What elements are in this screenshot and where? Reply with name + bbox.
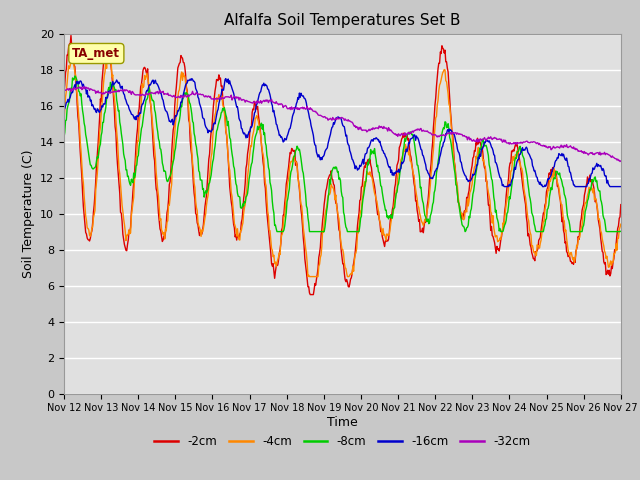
-8cm — [273, 228, 281, 234]
Line: -4cm: -4cm — [64, 54, 621, 276]
Line: -32cm: -32cm — [64, 86, 621, 161]
-16cm — [184, 77, 192, 83]
-16cm — [60, 106, 68, 112]
Text: TA_met: TA_met — [72, 47, 120, 60]
-8cm — [71, 73, 79, 79]
-8cm — [128, 178, 136, 183]
-2cm — [214, 78, 222, 84]
X-axis label: Time: Time — [327, 416, 358, 429]
-32cm — [617, 158, 625, 164]
Line: -16cm: -16cm — [64, 79, 621, 187]
-8cm — [214, 122, 222, 128]
-16cm — [500, 184, 508, 190]
-32cm — [70, 85, 78, 91]
-16cm — [411, 132, 419, 138]
-8cm — [617, 228, 625, 234]
-2cm — [307, 292, 314, 298]
-2cm — [185, 117, 193, 123]
-16cm — [70, 84, 78, 90]
-4cm — [60, 120, 68, 125]
-32cm — [411, 128, 419, 133]
-32cm — [214, 96, 222, 102]
-16cm — [214, 107, 222, 112]
-8cm — [70, 77, 78, 83]
Y-axis label: Soil Temperature (C): Soil Temperature (C) — [22, 149, 35, 278]
-4cm — [128, 206, 136, 212]
-4cm — [104, 51, 111, 57]
-16cm — [127, 111, 135, 117]
Line: -8cm: -8cm — [64, 76, 621, 231]
-32cm — [616, 158, 624, 164]
-32cm — [79, 84, 87, 89]
-16cm — [188, 76, 196, 82]
-2cm — [128, 202, 136, 207]
-4cm — [412, 186, 419, 192]
-4cm — [185, 105, 193, 111]
-16cm — [428, 176, 435, 181]
-8cm — [412, 150, 419, 156]
-2cm — [67, 33, 75, 38]
-4cm — [428, 166, 436, 171]
-4cm — [214, 95, 222, 101]
-8cm — [60, 134, 68, 140]
-32cm — [60, 86, 68, 92]
-2cm — [412, 198, 419, 204]
Title: Alfalfa Soil Temperatures Set B: Alfalfa Soil Temperatures Set B — [224, 13, 461, 28]
-8cm — [428, 207, 436, 213]
-4cm — [304, 274, 312, 279]
Legend: -2cm, -4cm, -8cm, -16cm, -32cm: -2cm, -4cm, -8cm, -16cm, -32cm — [150, 430, 535, 453]
-2cm — [71, 64, 79, 70]
-32cm — [185, 94, 193, 99]
-32cm — [428, 131, 435, 136]
-8cm — [185, 96, 193, 101]
-32cm — [128, 88, 136, 94]
-2cm — [428, 148, 436, 154]
Line: -2cm: -2cm — [64, 36, 621, 295]
-16cm — [617, 184, 625, 190]
-2cm — [617, 202, 625, 207]
-4cm — [70, 64, 78, 70]
-4cm — [617, 221, 625, 227]
-2cm — [60, 90, 68, 96]
